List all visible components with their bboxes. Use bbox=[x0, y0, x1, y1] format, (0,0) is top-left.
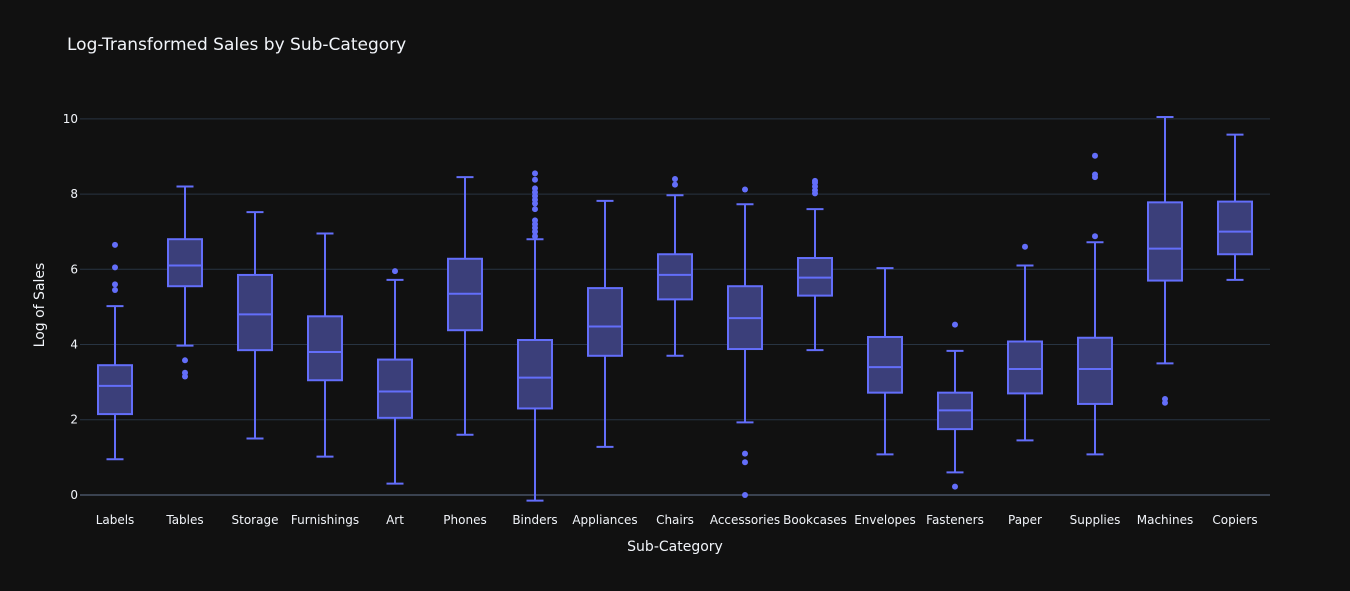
x-tick-label: Chairs bbox=[656, 513, 694, 527]
outlier-point bbox=[532, 217, 538, 224]
box-machines bbox=[1147, 115, 1183, 406]
x-tick-label: Binders bbox=[512, 513, 557, 527]
box-paper bbox=[1007, 243, 1043, 442]
outlier-point bbox=[1022, 243, 1028, 250]
box-envelopes bbox=[867, 267, 903, 456]
iqr-box bbox=[587, 287, 623, 357]
y-tick-label: 4 bbox=[70, 338, 78, 352]
x-axis-ticks: Labels Tables Storage Furnishings Art Phones B… bbox=[96, 513, 1258, 527]
outlier-point bbox=[532, 170, 538, 177]
x-tick-label: Machines bbox=[1137, 513, 1193, 527]
x-tick-label: Phones bbox=[443, 513, 486, 527]
iqr-box bbox=[307, 315, 343, 382]
x-tick-label: Fasteners bbox=[926, 513, 984, 527]
outlier-point bbox=[532, 206, 538, 213]
outlier-point bbox=[672, 181, 678, 188]
outlier-point bbox=[532, 185, 538, 192]
x-tick-label: Appliances bbox=[572, 513, 637, 527]
iqr-box bbox=[1217, 200, 1253, 256]
outlier-point bbox=[532, 233, 538, 240]
outlier-point bbox=[672, 176, 678, 183]
box-furnishings bbox=[307, 232, 343, 458]
box-art bbox=[377, 268, 413, 485]
outlier-point bbox=[532, 176, 538, 183]
outlier-point bbox=[1092, 233, 1098, 240]
y-tick-label: 0 bbox=[70, 488, 78, 502]
y-tick-label: 2 bbox=[70, 413, 78, 427]
box-series bbox=[97, 115, 1253, 502]
outlier-point bbox=[112, 241, 118, 248]
outlier-point bbox=[182, 369, 188, 376]
outlier-point bbox=[182, 357, 188, 364]
iqr-box bbox=[517, 339, 553, 410]
box-labels bbox=[97, 241, 133, 461]
y-axis-ticks: 0 2 4 6 8 10 bbox=[63, 112, 78, 502]
box-tables bbox=[167, 185, 203, 380]
outlier-point bbox=[112, 281, 118, 288]
outlier-point bbox=[112, 264, 118, 271]
y-axis-title: Log of Sales bbox=[32, 263, 48, 348]
outlier-point bbox=[112, 286, 118, 293]
box-fasteners bbox=[937, 321, 973, 490]
x-tick-label: Labels bbox=[96, 513, 135, 527]
x-tick-label: Furnishings bbox=[291, 513, 359, 527]
iqr-box bbox=[377, 358, 413, 419]
iqr-box bbox=[167, 238, 203, 288]
x-tick-label: Tables bbox=[165, 513, 203, 527]
iqr-box bbox=[97, 364, 133, 416]
outlier-point bbox=[742, 186, 748, 193]
outlier-point bbox=[1092, 171, 1098, 178]
iqr-box bbox=[867, 335, 903, 394]
x-tick-label: Bookcases bbox=[783, 513, 847, 527]
box-appliances bbox=[587, 199, 623, 448]
y-tick-label: 8 bbox=[70, 187, 78, 201]
outlier-point bbox=[392, 268, 398, 275]
outlier-point bbox=[812, 177, 818, 184]
gridlines bbox=[80, 118, 1270, 496]
box-copiers bbox=[1217, 133, 1253, 281]
x-tick-label: Storage bbox=[232, 513, 279, 527]
iqr-box bbox=[237, 273, 273, 352]
iqr-box bbox=[1147, 201, 1183, 282]
box-storage bbox=[237, 211, 273, 440]
x-tick-label: Art bbox=[386, 513, 404, 527]
outlier-point bbox=[742, 450, 748, 457]
x-tick-label: Copiers bbox=[1212, 513, 1257, 527]
x-tick-label: Paper bbox=[1008, 513, 1042, 527]
box-bookcases bbox=[797, 177, 833, 352]
iqr-box bbox=[1077, 336, 1113, 405]
outlier-point bbox=[742, 491, 748, 498]
x-axis-title: Sub-Category bbox=[627, 539, 723, 555]
x-tick-label: Accessories bbox=[710, 513, 780, 527]
iqr-box bbox=[1007, 340, 1043, 395]
x-tick-label: Envelopes bbox=[854, 513, 916, 527]
outlier-point bbox=[1162, 396, 1168, 403]
y-tick-label: 10 bbox=[63, 112, 78, 126]
outlier-point bbox=[1092, 152, 1098, 159]
chart-title: Log-Transformed Sales by Sub-Category bbox=[67, 35, 406, 55]
box-supplies bbox=[1077, 152, 1113, 456]
outlier-point bbox=[952, 483, 958, 490]
x-tick-label: Supplies bbox=[1070, 513, 1121, 527]
y-tick-label: 6 bbox=[70, 262, 78, 276]
outlier-point bbox=[742, 459, 748, 466]
box-phones bbox=[447, 176, 483, 436]
box-accessories bbox=[727, 186, 763, 498]
outlier-point bbox=[952, 321, 958, 328]
box-binders bbox=[517, 170, 553, 502]
iqr-box bbox=[657, 253, 693, 301]
box-chairs bbox=[657, 176, 693, 357]
